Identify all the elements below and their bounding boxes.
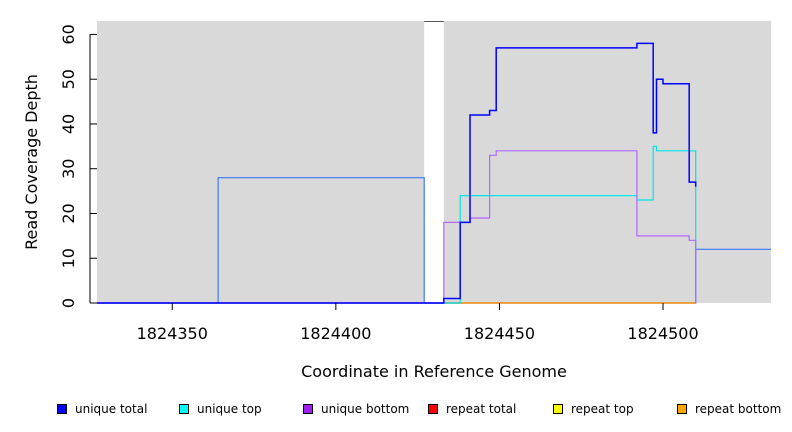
series-unique-bottom xyxy=(97,150,697,304)
x-tick-label: 1824350 xyxy=(137,324,208,343)
legend-swatch xyxy=(303,404,313,414)
y-tick-label: 50 xyxy=(59,69,78,89)
legend-label: repeat top xyxy=(571,402,634,416)
legend-swatch xyxy=(57,404,67,414)
legend-label: unique top xyxy=(197,402,262,416)
series-layer xyxy=(97,42,771,304)
legend-item: unique top xyxy=(179,402,262,416)
y-axis: 0 10 20 30 40 50 60 xyxy=(59,24,97,308)
x-tick-label: 1824450 xyxy=(464,324,535,343)
y-tick-label: 60 xyxy=(59,24,78,44)
legend-item: unique total xyxy=(57,402,147,416)
legend-item: repeat bottom xyxy=(677,402,781,416)
x-axis-title: Coordinate in Reference Genome xyxy=(301,362,567,381)
legend-label: repeat total xyxy=(446,402,517,416)
legend-label: unique bottom xyxy=(321,402,410,416)
y-tick-label: 0 xyxy=(59,298,78,308)
legend-swatch xyxy=(553,404,563,414)
legend: unique total unique top unique bottom repea… xyxy=(0,400,792,420)
uncovered-region xyxy=(424,22,444,304)
legend-label: unique total xyxy=(75,402,148,416)
plot-background xyxy=(97,21,771,304)
y-tick-label: 30 xyxy=(59,159,78,179)
legend-item: unique bottom xyxy=(303,402,409,416)
x-tick-label: 1824500 xyxy=(627,324,698,343)
y-tick-label: 20 xyxy=(59,203,78,223)
y-tick-label: 40 xyxy=(59,114,78,134)
x-axis: 1824350 1824400 1824450 1824500 xyxy=(137,303,699,343)
y-tick-label: 10 xyxy=(59,248,78,268)
legend-swatch xyxy=(677,404,687,414)
coverage-chart: 1824350 1824400 1824450 1824500 0 10 20 30 40 50… xyxy=(22,21,771,381)
series-unique-total xyxy=(97,42,697,304)
legend-item: repeat total xyxy=(428,402,516,416)
legend-swatch xyxy=(179,404,189,414)
y-axis-title: Read Coverage Depth xyxy=(22,74,41,250)
legend-item: repeat top xyxy=(553,402,634,416)
x-tick-label: 1824400 xyxy=(300,324,371,343)
legend-label: repeat bottom xyxy=(695,402,782,416)
legend-swatch xyxy=(428,404,438,414)
